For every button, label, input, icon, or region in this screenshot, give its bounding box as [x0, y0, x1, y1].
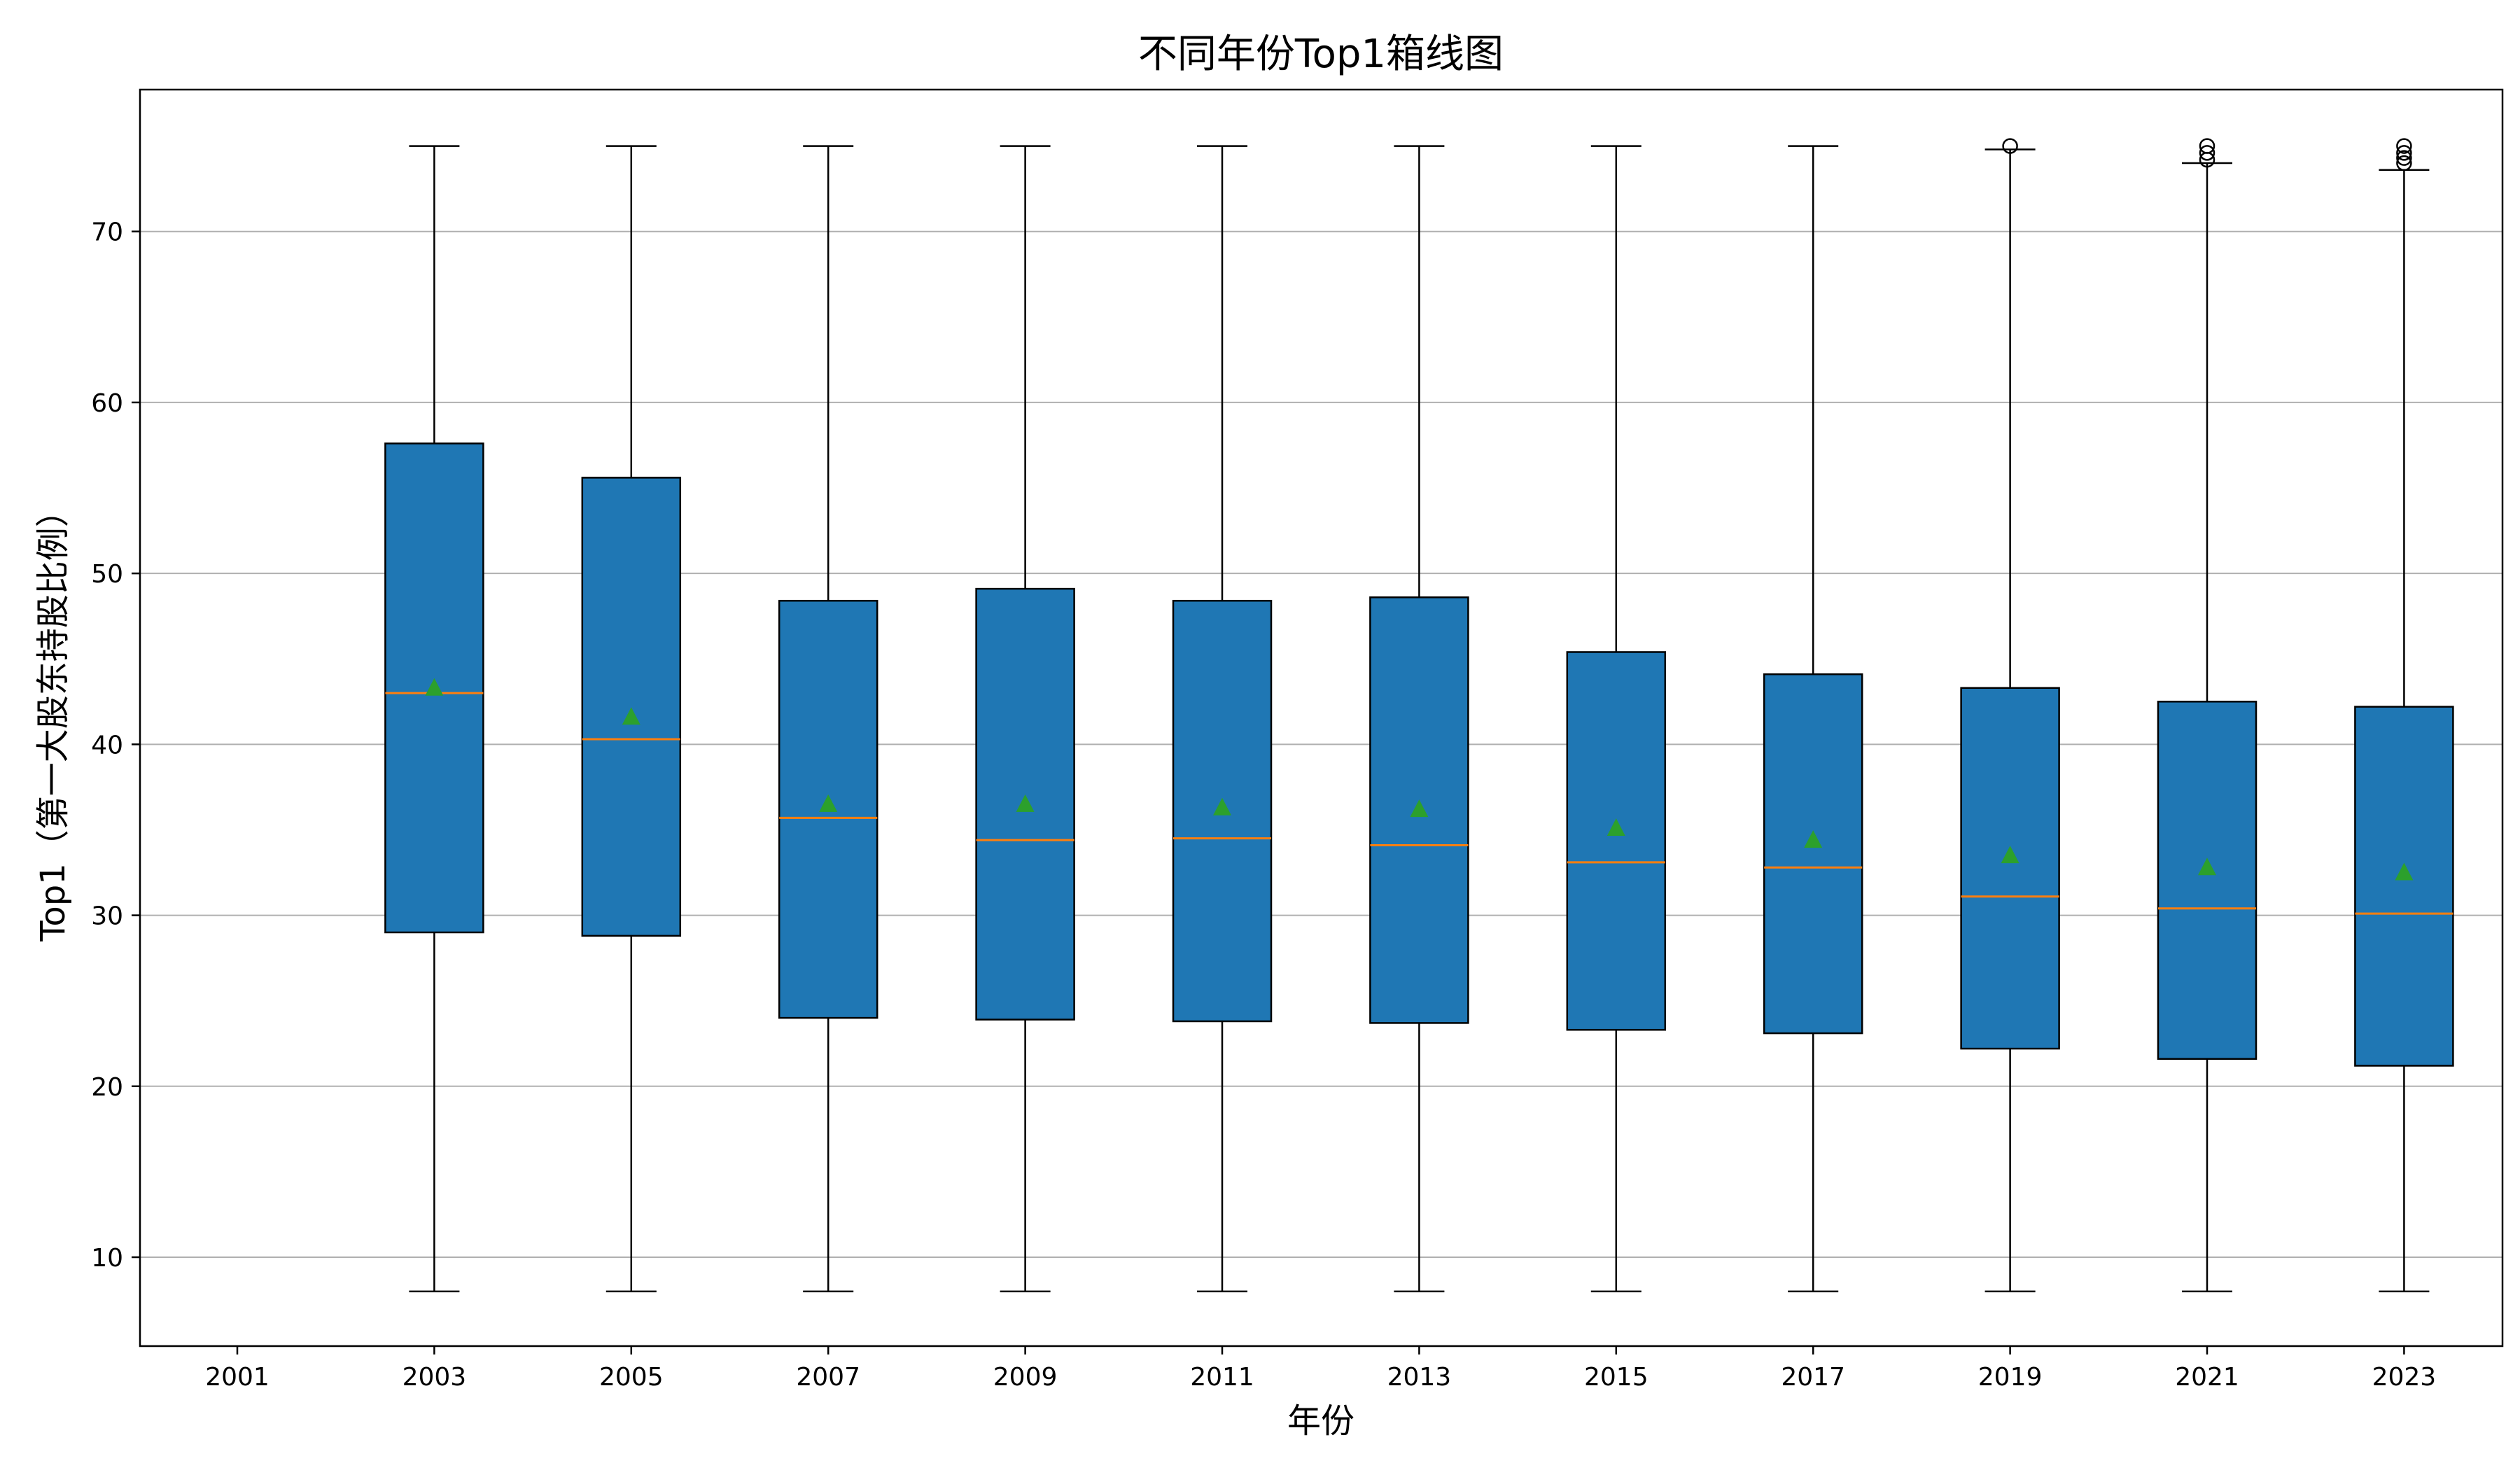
iqr-box: [581, 477, 682, 937]
outlier-point: [2199, 138, 2216, 154]
x-tick-label: 2005: [599, 1363, 664, 1392]
box-2007: [778, 145, 878, 1293]
x-tick-label: 2011: [1190, 1363, 1254, 1392]
outlier-point: [2396, 138, 2412, 154]
plot-frame: [139, 88, 2504, 1348]
x-tick-label: 2009: [993, 1363, 1058, 1392]
mean-marker: [1410, 799, 1429, 818]
y-tick-label: 30: [91, 902, 123, 931]
box-2005: [581, 145, 682, 1293]
mean-marker: [819, 794, 838, 812]
mean-marker: [2001, 846, 2019, 864]
gridlines: [140, 230, 2502, 1259]
box-2017: [1763, 145, 1863, 1293]
mean-marker: [1804, 830, 1823, 848]
y-tick-label: 70: [91, 218, 123, 247]
outlier-point: [2396, 145, 2412, 161]
mean-marker: [1606, 818, 1625, 836]
iqr-box: [2157, 701, 2258, 1060]
y-tick-label: 10: [91, 1244, 123, 1273]
outlier-point: [2396, 155, 2412, 172]
box-2013: [1369, 145, 1469, 1293]
y-tick-label: 20: [91, 1073, 123, 1102]
chart-title: 不同年份Top1箱线图: [1138, 31, 1504, 77]
iqr-box: [2354, 706, 2454, 1067]
y-tick-label: 40: [91, 731, 123, 760]
mean-marker: [622, 707, 640, 725]
y-axis-label: Top1（第一大股东持股比例）: [34, 493, 73, 942]
box-2015: [1566, 145, 1667, 1293]
outlier-point: [2002, 138, 2018, 154]
x-tick-label: 2017: [1781, 1363, 1845, 1392]
x-tick-label: 2019: [1978, 1363, 2043, 1392]
x-axis-label: 年份: [1287, 1401, 1354, 1441]
mean-marker: [1213, 797, 1231, 816]
x-tick-label: 2015: [1584, 1363, 1648, 1392]
iqr-box: [1566, 651, 1667, 1031]
boxes: [384, 138, 2454, 1293]
mean-marker: [2395, 862, 2414, 881]
y-tick-label: 50: [91, 560, 123, 589]
box-2023: [2354, 138, 2454, 1293]
outlier-point: [2396, 150, 2412, 166]
box-2011: [1172, 145, 1273, 1293]
box-2003: [384, 145, 484, 1293]
axis-ticks: 10 20 30 40 50 60 70 2001 2003 2005 2007 2009 2011 20…: [91, 218, 2436, 1392]
box-2019: [1960, 138, 2060, 1293]
x-tick-label: 2023: [2372, 1363, 2437, 1392]
x-tick-label: 2001: [205, 1363, 270, 1392]
box-2021: [2157, 138, 2258, 1293]
box-2009: [975, 145, 1075, 1293]
mean-marker: [1016, 794, 1035, 812]
x-tick-label: 2021: [2175, 1363, 2239, 1392]
iqr-box: [1960, 687, 2060, 1050]
x-tick-label: 2003: [402, 1363, 467, 1392]
x-tick-label: 2007: [796, 1363, 860, 1392]
iqr-box: [1763, 673, 1863, 1035]
y-tick-label: 60: [91, 389, 123, 418]
outlier-point: [2199, 145, 2216, 161]
mean-marker: [2198, 858, 2216, 876]
mean-marker: [425, 678, 444, 696]
x-tick-label: 2013: [1387, 1363, 1452, 1392]
